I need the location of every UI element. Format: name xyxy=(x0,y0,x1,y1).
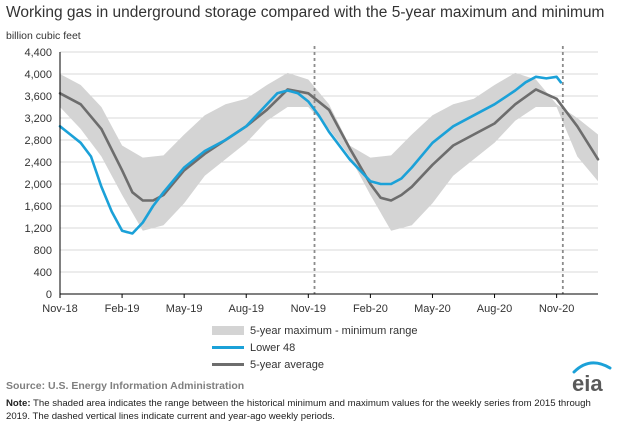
y-tick-label: 3,200 xyxy=(24,113,52,125)
series-lower48-line xyxy=(58,75,563,235)
legend-swatch-range xyxy=(212,326,244,335)
x-tick-label: Nov-20 xyxy=(539,303,574,315)
y-tick-label: 400 xyxy=(34,267,52,279)
series-range-band xyxy=(60,72,598,231)
source-text: Source: U.S. Energy Information Administ… xyxy=(6,380,245,392)
y-tick-label: 800 xyxy=(34,245,52,257)
y-tick-label: 0 xyxy=(46,289,52,301)
note-body: The shaded area indicates the range betw… xyxy=(6,398,591,422)
legend-label-avg: 5-year average xyxy=(250,358,324,371)
legend: 5-year maximum - minimum range Lower 48 … xyxy=(212,322,417,373)
note-text: Note: The shaded area indicates the rang… xyxy=(6,397,616,423)
x-tick-label: May-19 xyxy=(166,303,203,315)
x-tick-label: Nov-18 xyxy=(42,303,77,315)
y-tick-label: 1,600 xyxy=(24,201,52,213)
x-tick-label: Aug-20 xyxy=(477,303,512,315)
x-tick-label: May-20 xyxy=(414,303,451,315)
y-tick-label: 2,400 xyxy=(24,157,52,169)
y-tick-label: 2,800 xyxy=(24,135,52,147)
legend-item-avg: 5-year average xyxy=(212,356,417,373)
y-tick-label: 4,400 xyxy=(24,47,52,59)
legend-label-lower48: Lower 48 xyxy=(250,341,296,354)
legend-item-range: 5-year maximum - minimum range xyxy=(212,322,417,339)
legend-swatch-avg xyxy=(212,363,244,366)
chart-plot: 0 400 800 1,200 1,600 2,000 2,400 2,800 3,200 3,6… xyxy=(24,46,600,315)
x-tick-label: Feb-19 xyxy=(105,303,140,315)
chart-title: Working gas in underground storage compa… xyxy=(6,4,605,21)
eia-logo: eia xyxy=(572,361,612,396)
y-tick-label: 4,000 xyxy=(24,69,52,81)
legend-swatch-lower48 xyxy=(212,346,244,349)
y-tick-label: 2,000 xyxy=(24,179,52,191)
x-tick-label: Feb-20 xyxy=(353,303,388,315)
note-label: Note: xyxy=(6,398,31,409)
series-5yr-average-line xyxy=(58,88,600,202)
y-axis-unit-label: billion cubic feet xyxy=(6,30,81,42)
eia-logo-text: eia xyxy=(572,371,603,396)
legend-label-range: 5-year maximum - minimum range xyxy=(250,324,418,337)
eia-logo-arc xyxy=(572,361,612,374)
legend-item-lower48: Lower 48 xyxy=(212,339,417,356)
x-tick-label: Nov-19 xyxy=(291,303,326,315)
y-tick-label: 3,600 xyxy=(24,91,52,103)
x-tick-label: Aug-19 xyxy=(228,303,263,315)
y-tick-label: 1,200 xyxy=(24,223,52,235)
